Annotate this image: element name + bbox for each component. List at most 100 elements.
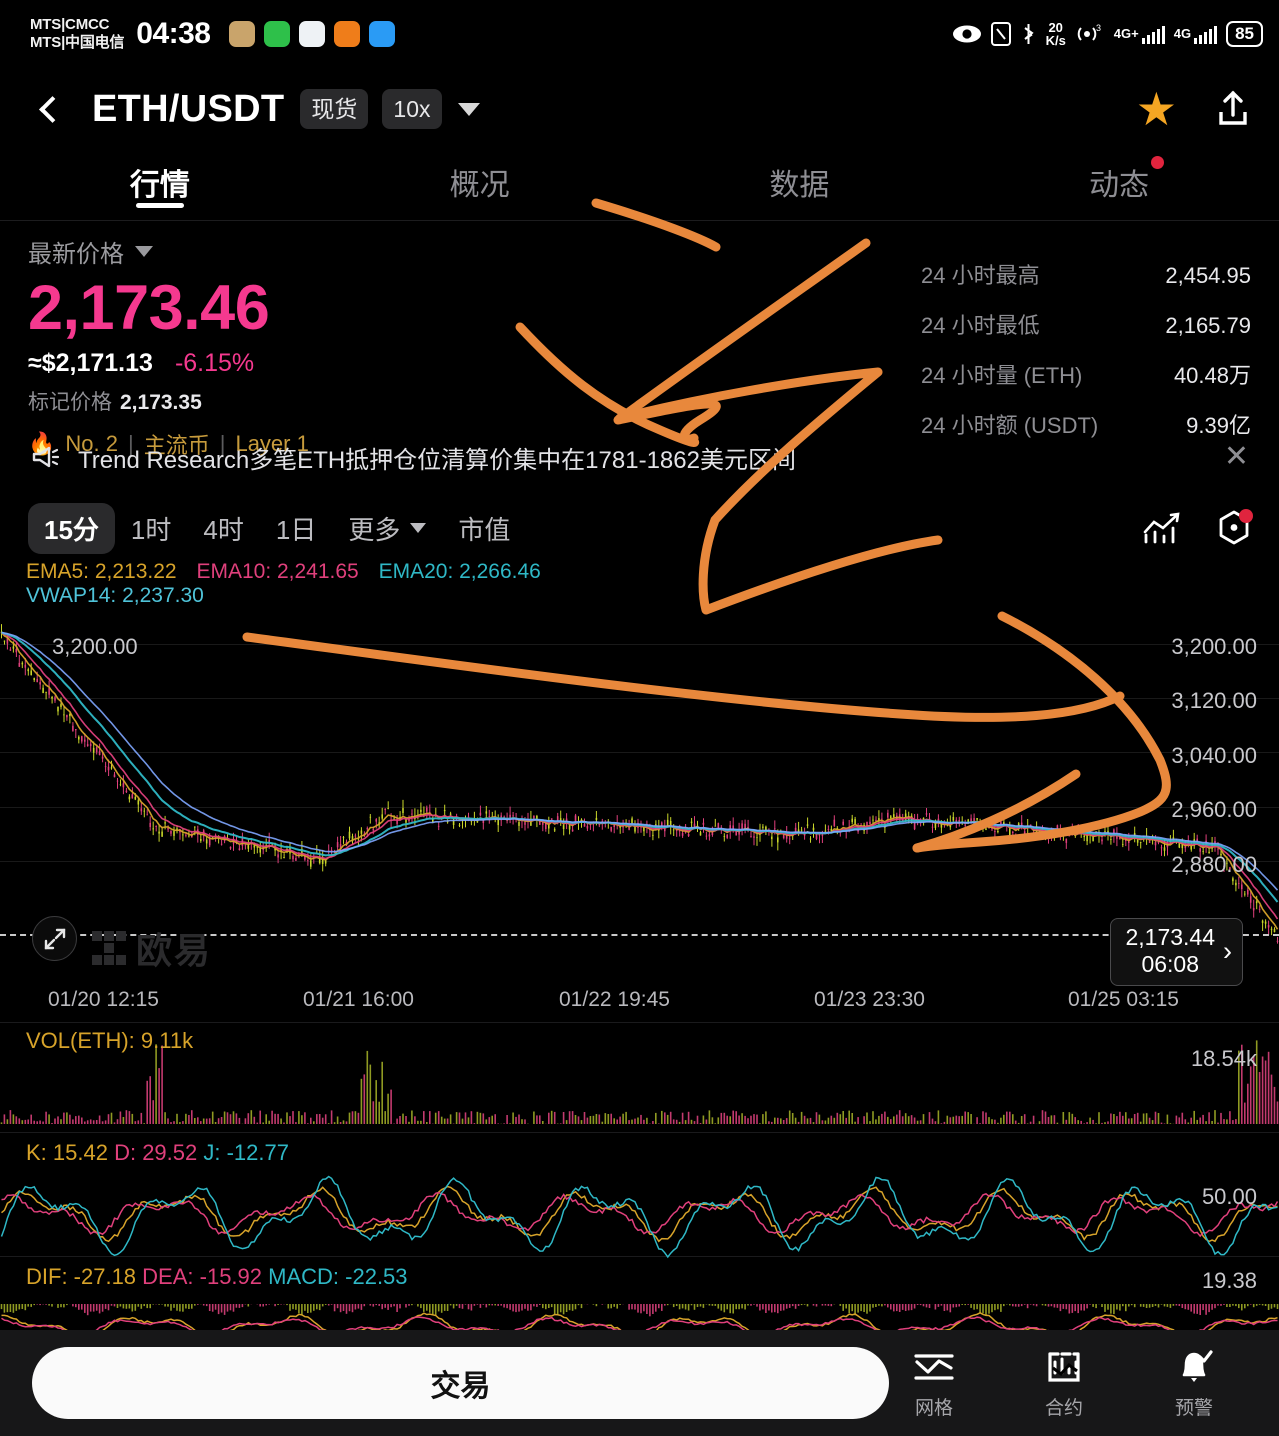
timeframe-4h[interactable]: 4时	[203, 514, 244, 545]
star-icon[interactable]: ★	[1135, 83, 1177, 135]
chart-ma-legend: EMA5: 2,213.22 EMA10: 2,241.65 EMA20: 2,…	[26, 560, 555, 608]
tab-market-label: 行情	[129, 169, 190, 202]
market-type-chip[interactable]: 现货	[300, 89, 369, 129]
x-axis-label: 01/23 23:30	[814, 988, 925, 1011]
tag-layer[interactable]: Layer 1	[235, 431, 309, 456]
chart-indicator-icon[interactable]	[1141, 510, 1183, 546]
timeframe-marketcap[interactable]: 市值	[458, 514, 511, 545]
expand-chart-icon[interactable]	[32, 916, 77, 961]
header-actions: ★	[1136, 86, 1255, 132]
panel-divider	[0, 1132, 1279, 1133]
stat-label: 24 小时量 (ETH)	[921, 363, 1083, 388]
x-axis-label: 01/21 16:00	[303, 988, 414, 1011]
macd-legend: DIF: -27.18 DEA: -15.92 MACD: -22.53	[26, 1264, 408, 1290]
timeframe-15m[interactable]: 15分	[28, 502, 115, 554]
current-price-dashline	[0, 934, 1279, 936]
carrier-secondary: MTS|中国电信	[30, 34, 125, 51]
megaphone-icon	[30, 443, 62, 471]
page-header: ETH/USDT 现货 10x ★	[0, 70, 1279, 148]
kdj-series	[0, 1175, 1279, 1259]
nav-item-futures[interactable]: 合约	[1019, 1347, 1109, 1420]
chevron-down-icon	[410, 523, 427, 533]
close-icon[interactable]: ✕	[1223, 440, 1249, 473]
alert-bell-icon	[1168, 1347, 1220, 1387]
chevron-right-icon[interactable]: ›	[1223, 935, 1232, 966]
volume-axis-label: 18.54k	[1190, 1046, 1257, 1071]
grid-bot-icon	[908, 1347, 960, 1387]
kdj-legend: K: 15.42 D: 29.52 J: -12.77	[26, 1140, 289, 1166]
current-price-marker[interactable]: 2,173.44 06:08 ›	[1110, 918, 1243, 986]
timeframe-1d[interactable]: 1日	[275, 514, 317, 545]
carrier-primary: MTS|CMCC	[30, 16, 110, 33]
chevron-down-icon[interactable]	[457, 102, 480, 116]
stat-row: 24 小时最低 2,165.79	[921, 308, 1251, 340]
messenger-icon	[368, 21, 395, 47]
price-left-block: 最新价格 2,173.46 ≈$2,171.13 -6.15% 标记价格 2,17…	[28, 234, 309, 460]
chevron-down-icon	[135, 246, 153, 257]
status-bar-app-icons	[228, 21, 395, 47]
timeframe-more[interactable]: 更多	[332, 503, 442, 554]
tag-divider: |	[128, 431, 134, 456]
stat-value: 9.39亿	[1186, 413, 1251, 438]
tag-category[interactable]: 主流币	[143, 433, 210, 458]
svg-text:3: 3	[1096, 23, 1101, 33]
leverage-chip[interactable]: 10x	[382, 89, 442, 129]
nav-item-alert[interactable]: 预警	[1149, 1347, 1239, 1420]
trade-button[interactable]: 交易	[32, 1347, 889, 1419]
price-chart[interactable]: EMA5: 2,213.22 EMA10: 2,241.65 EMA20: 2,…	[0, 556, 1279, 1330]
last-price-label: 最新价格	[28, 241, 124, 268]
usd-approx-value: ≈$2,171.13	[28, 349, 153, 377]
macd-value: MACD: -22.53	[268, 1264, 408, 1289]
battery-icon: 85	[1226, 21, 1263, 47]
sim2-signal-icon: 4G	[1174, 24, 1218, 44]
kdj-j-value: J: -12.77	[203, 1140, 289, 1165]
nav-item-grid-label: 网格	[914, 1397, 953, 1419]
timeframe-1h[interactable]: 1时	[130, 514, 172, 545]
notification-app-icon-3	[298, 21, 325, 47]
page-title: ETH/USDT	[92, 87, 285, 130]
stat-value: 2,454.95	[1165, 263, 1251, 288]
mark-price-label: 标记价格	[28, 391, 112, 414]
legend-ema10: EMA10: 2,241.65	[196, 560, 359, 583]
timeframe-selector: 15分 1时 4时 1日 更多 市值	[0, 500, 1279, 556]
tag-rank[interactable]: No. 2	[65, 431, 118, 456]
mark-price-value: 2,173.35	[120, 391, 202, 414]
x-axis: 01/20 12:15 01/21 16:00 01/22 19:45 01/2…	[0, 980, 1279, 1020]
y-axis-label: 3,120.00	[1171, 688, 1257, 713]
price-sub-row: ≈$2,171.13 -6.15%	[28, 349, 309, 378]
okx-watermark-text: 欧易	[136, 930, 213, 971]
macd-dea-value: DEA: -15.92	[142, 1264, 263, 1289]
tab-news[interactable]: 动态	[959, 148, 1279, 204]
share-icon[interactable]	[1211, 87, 1255, 131]
volume-legend: VOL(ETH): 9.11k	[26, 1028, 194, 1053]
stat-row: 24 小时额 (USDT) 9.39亿	[921, 408, 1251, 440]
tab-data[interactable]: 数据	[640, 148, 960, 204]
y-axis-label: 2,960.00	[1171, 797, 1257, 822]
notification-app-icon-1	[228, 21, 255, 47]
tab-overview-label: 概况	[449, 169, 510, 202]
candlestick-series	[0, 624, 1279, 944]
x-axis-label: 01/25 03:15	[1068, 988, 1179, 1011]
futures-icon	[1038, 1347, 1090, 1387]
y-axis-label: 3,040.00	[1171, 743, 1257, 768]
stat-row: 24 小时量 (ETH) 40.48万	[921, 358, 1251, 390]
tab-market[interactable]: 行情	[0, 148, 320, 208]
tabs-divider	[0, 220, 1279, 221]
back-chevron-icon[interactable]	[36, 96, 62, 122]
last-price-selector[interactable]: 最新价格	[28, 234, 309, 269]
kdj-d-value: D: 29.52	[114, 1140, 198, 1165]
main-tabs: 行情 概况 数据 动态	[0, 148, 1279, 220]
status-bar-left: MTS|CMCC MTS|中国电信 04:38	[30, 16, 395, 52]
stat-value: 40.48万	[1173, 363, 1251, 388]
marker-time: 06:08	[1141, 951, 1200, 977]
settings-badge-dot	[1239, 509, 1253, 523]
market-stats: 24 小时最高 2,454.95 24 小时最低 2,165.79 24 小时量…	[921, 258, 1251, 458]
tab-news-label: 动态	[1089, 169, 1150, 202]
legend-vwap14: VWAP14: 2,237.30	[26, 584, 204, 607]
nav-item-grid[interactable]: 网格	[889, 1347, 979, 1420]
okx-watermark: 欧易	[92, 922, 212, 974]
eye-icon	[952, 24, 982, 44]
tab-overview[interactable]: 概况	[320, 148, 640, 204]
announcement-banner[interactable]: Trend Research多笔ETH抵押仓位清算价集中在1781-1862美元…	[0, 432, 1279, 482]
